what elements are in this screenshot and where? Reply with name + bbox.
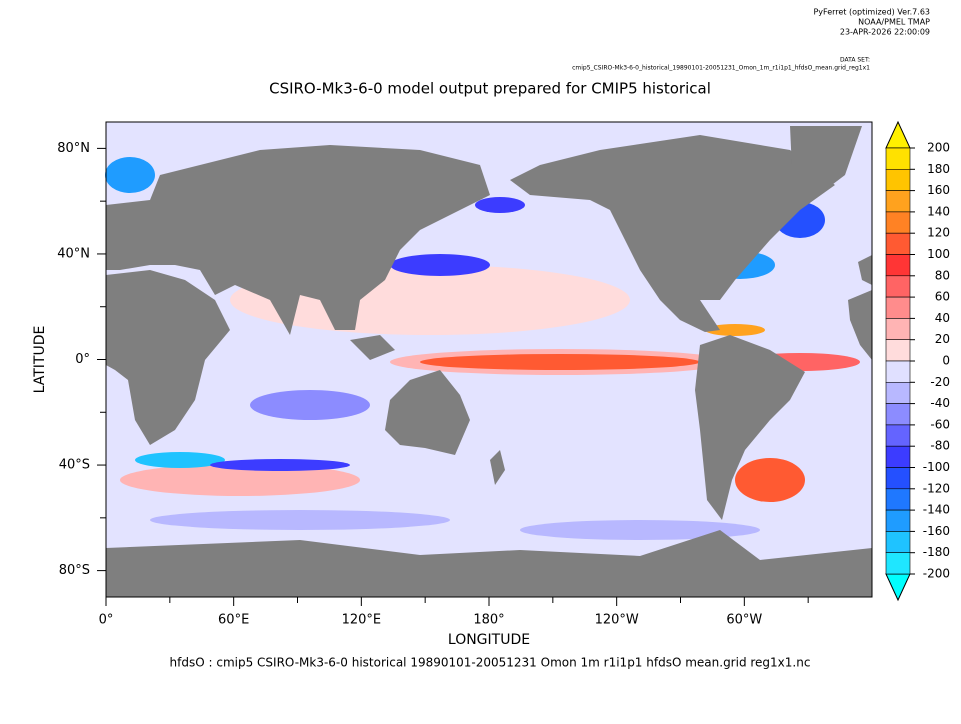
colorbar-label: 40: [935, 311, 950, 325]
footer: hfdsO : cmip5 CSIRO-Mk3-6-0 historical 1…: [170, 656, 811, 670]
land: [790, 126, 862, 200]
colorbar-label: -140: [923, 503, 950, 517]
field-patch: [250, 390, 370, 420]
land: [695, 335, 805, 520]
field-patch: [475, 197, 525, 213]
field-patch: [735, 458, 805, 502]
colorbar-label: -60: [930, 417, 950, 431]
colorbar-label: 100: [927, 247, 950, 261]
colorbar-label: 120: [927, 226, 950, 240]
land: [106, 270, 230, 445]
colorbar-label: -200: [923, 567, 950, 581]
y-tick-label: 80°S: [59, 563, 90, 578]
y-tick-label: 0°: [75, 352, 90, 367]
y-tick-label: 40°S: [59, 458, 90, 473]
colorbar-label: 80: [935, 268, 950, 282]
colorbar-band: [885, 254, 911, 277]
land: [106, 145, 490, 335]
colorbar-label: -40: [930, 396, 950, 410]
colorbar-under: [885, 573, 911, 602]
land: [858, 255, 872, 285]
colorbar-label: 140: [927, 204, 950, 218]
land: [385, 370, 470, 455]
colorbar-band: [885, 147, 911, 170]
colorbar-band: [885, 339, 911, 362]
header-line: PyFerret (optimized) Ver.7.63: [813, 8, 930, 17]
field-patch: [520, 520, 760, 540]
field-patch: [705, 324, 765, 336]
land: [510, 135, 835, 332]
land: [490, 450, 505, 485]
x-tick-label: 60°W: [726, 613, 762, 628]
colorbar-label: -180: [923, 545, 950, 559]
colorbar-band: [885, 381, 911, 404]
colorbar-band: [885, 360, 911, 383]
dataset-label: DATA SET:: [840, 57, 870, 64]
colorbar-label: 200: [927, 141, 950, 155]
colorbar-band: [885, 424, 911, 447]
colorbar-label: -80: [930, 439, 950, 453]
colorbar-band: [885, 403, 911, 426]
colorbar-label: -160: [923, 524, 950, 538]
colorbar-label: -120: [923, 481, 950, 495]
x-tick-label: 120°E: [342, 613, 382, 628]
colorbar-band: [885, 190, 911, 213]
dataset: cmip5_CSIRO-Mk3-6-0_historical_19890101-…: [572, 65, 870, 72]
field-patch: [120, 464, 360, 496]
land: [848, 290, 872, 360]
colorbar-label: 160: [927, 183, 950, 197]
field-patch: [150, 510, 450, 530]
map-field: [105, 121, 873, 598]
colorbar-label: -100: [923, 460, 950, 474]
title: CSIRO-Mk3-6-0 model output prepared for …: [269, 80, 711, 98]
y-tick-label: 80°N: [57, 141, 90, 156]
field-patch: [105, 157, 155, 193]
land: [106, 530, 872, 597]
colorbar-band: [885, 232, 911, 255]
x-tick-label: 0°: [99, 613, 114, 628]
y-axis-label: LATITUDE: [32, 326, 48, 394]
colorbar-band: [885, 488, 911, 511]
x-tick-label: 120°W: [595, 613, 639, 628]
x-tick-label: 180°: [473, 613, 504, 628]
header-line: NOAA/PMEL TMAP: [858, 18, 930, 27]
y-tick-label: 40°N: [57, 246, 90, 261]
header-line: 23-APR-2026 22:00:09: [840, 28, 930, 37]
colorbar-band: [885, 467, 911, 490]
land: [350, 335, 395, 360]
field-patch: [210, 459, 350, 471]
colorbar-over: [885, 120, 911, 149]
colorbar-band: [885, 445, 911, 468]
colorbar-band: [885, 531, 911, 554]
colorbar-label: 0: [942, 354, 950, 368]
colorbar-band: [885, 275, 911, 298]
colorbar-label: 180: [927, 162, 950, 176]
field-patch: [390, 254, 490, 276]
field-patch: [420, 354, 700, 370]
colorbar-label: 60: [935, 290, 950, 304]
colorbar-band: [885, 296, 911, 319]
colorbar-label: -20: [930, 375, 950, 389]
colorbar-band: [885, 509, 911, 532]
field-patch: [135, 452, 225, 468]
colorbar-band: [885, 552, 911, 575]
colorbar-label: 20: [935, 332, 950, 346]
x-axis-label: LONGITUDE: [448, 632, 530, 648]
colorbar-band: [885, 318, 911, 340]
x-tick-label: 60°E: [218, 613, 249, 628]
colorbar-band: [885, 211, 911, 234]
colorbar-band: [885, 169, 911, 191]
